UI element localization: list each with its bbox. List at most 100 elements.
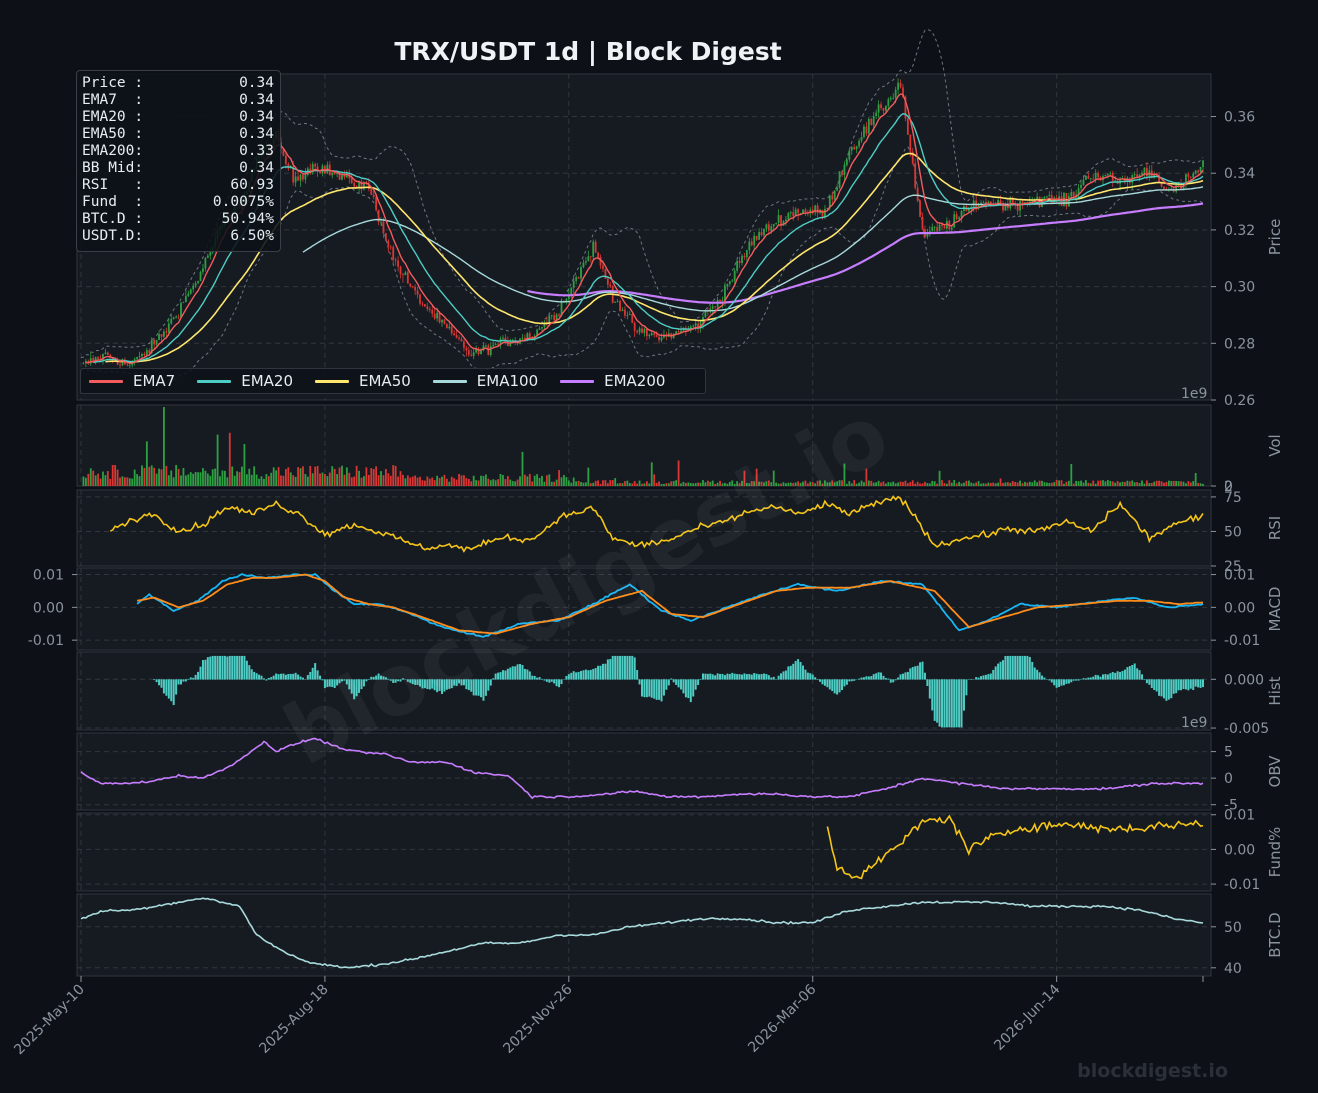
volume-bar xyxy=(1099,480,1102,486)
hist-bar xyxy=(443,679,446,692)
candle-body xyxy=(404,272,407,276)
hist-bar xyxy=(762,673,765,680)
volume-bar xyxy=(241,466,243,486)
hist-bar xyxy=(889,679,892,683)
volume-bar xyxy=(626,480,629,486)
volume-bar xyxy=(1167,480,1170,486)
hist-bar xyxy=(592,668,595,680)
info-row: RSI : 60.93 xyxy=(82,177,274,194)
hist-bar xyxy=(765,674,768,680)
volume-bar xyxy=(1094,483,1097,486)
y-tick-label: 0.34 xyxy=(1224,166,1255,182)
hist-bar xyxy=(928,679,931,699)
volume-bar xyxy=(206,473,209,486)
hist-bar xyxy=(599,665,602,680)
volume-bar xyxy=(316,466,319,486)
volume-bar xyxy=(1175,481,1178,486)
candle-body xyxy=(206,255,209,258)
volume-bar xyxy=(150,465,153,486)
candle-body xyxy=(833,190,836,200)
candle-body xyxy=(1009,197,1012,209)
volume-bar xyxy=(414,475,417,486)
hist-bar xyxy=(292,673,295,680)
hist-bar xyxy=(743,673,746,680)
candle-body xyxy=(575,277,578,281)
hist-bar xyxy=(997,663,1000,680)
volume-bar xyxy=(87,473,90,486)
hist-bar xyxy=(641,679,643,697)
volume-bar xyxy=(131,478,134,486)
volume-bar xyxy=(794,482,797,486)
candle-body xyxy=(802,209,804,214)
hist-bar xyxy=(777,675,780,680)
hist-bar xyxy=(711,674,714,680)
candle-body xyxy=(738,260,741,263)
candle-body xyxy=(284,155,287,164)
ema50-line xyxy=(105,152,1204,363)
volume-bar xyxy=(1148,482,1151,486)
hist-bar xyxy=(1160,679,1163,697)
candle-body xyxy=(428,309,431,311)
hist-bar xyxy=(645,679,648,698)
volume-bar xyxy=(375,466,378,486)
volume-bar xyxy=(738,483,741,486)
volume-bar xyxy=(577,480,580,486)
volume-bar xyxy=(404,478,407,486)
volume-bar xyxy=(650,462,653,486)
volume-bar xyxy=(641,483,643,486)
hist-bar xyxy=(514,666,517,680)
volume-bar xyxy=(682,481,685,486)
hist-bar xyxy=(287,673,290,680)
hist-bar xyxy=(199,666,202,680)
info-label: EMA20 : xyxy=(82,109,144,125)
volume-bar xyxy=(514,481,517,486)
volume-bar xyxy=(906,483,909,486)
hist-bar xyxy=(780,673,783,680)
volume-bar xyxy=(824,480,826,486)
candle-body xyxy=(106,352,109,355)
candle-body xyxy=(202,268,204,272)
info-row: EMA20 : 0.34 xyxy=(82,109,274,126)
hist-bar xyxy=(260,675,263,680)
candle-body xyxy=(641,328,643,333)
volume-bar xyxy=(177,468,180,486)
volume-bar xyxy=(145,441,148,486)
hist-bar xyxy=(941,679,944,728)
candle-body xyxy=(1011,197,1014,204)
hist-bar xyxy=(1019,655,1022,680)
hist-bar xyxy=(399,679,402,682)
candle-body xyxy=(941,224,943,227)
hist-bar xyxy=(392,679,395,683)
hist-bar xyxy=(984,674,987,680)
candle-body xyxy=(309,168,312,173)
volume-bar xyxy=(1080,480,1082,486)
candle-body xyxy=(189,289,192,294)
hist-bar xyxy=(877,672,880,680)
candle-body xyxy=(494,343,497,345)
candle-body xyxy=(777,215,780,223)
hist-bar xyxy=(989,673,992,680)
candle-body xyxy=(914,163,917,188)
candle-body xyxy=(855,146,858,150)
hist-bar xyxy=(589,669,592,680)
hist-bar xyxy=(550,679,553,682)
candle-body xyxy=(367,182,370,190)
hist-bar xyxy=(360,679,363,690)
volume-bar xyxy=(719,480,721,486)
candle-body xyxy=(375,196,378,211)
hist-bar xyxy=(226,656,229,680)
hist-bar xyxy=(658,679,661,700)
candle-body xyxy=(860,137,863,141)
volume-bar xyxy=(726,483,729,486)
hist-bar xyxy=(980,676,983,680)
volume-bar xyxy=(482,475,485,486)
volume-bar xyxy=(1146,480,1148,486)
volume-bar xyxy=(126,477,129,486)
candle-body xyxy=(458,337,460,340)
hist-bar xyxy=(1106,674,1109,680)
volume-bar xyxy=(882,481,885,486)
volume-bar xyxy=(677,460,680,486)
candle-body xyxy=(89,358,92,364)
info-row: BTC.D : 50.94% xyxy=(82,211,274,228)
volume-bar xyxy=(1163,482,1165,486)
